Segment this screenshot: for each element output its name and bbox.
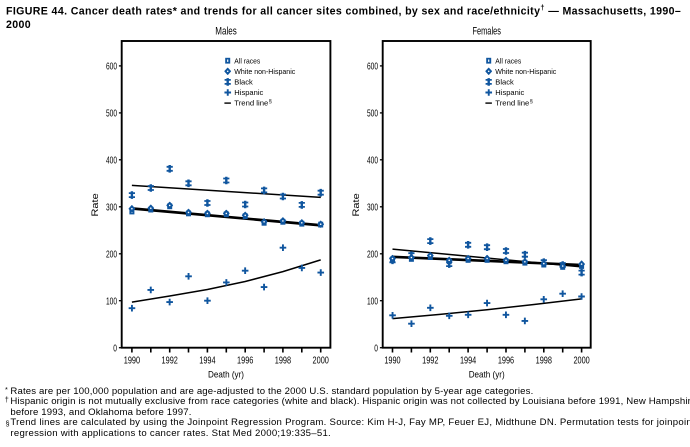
- svg-text:500: 500: [367, 109, 378, 120]
- svg-text:100: 100: [106, 297, 117, 308]
- svg-text:White non-Hispanic: White non-Hispanic: [234, 67, 295, 76]
- svg-text:Black: Black: [495, 78, 514, 87]
- svg-text:Hispanic: Hispanic: [234, 88, 263, 97]
- svg-text:Rate: Rate: [351, 193, 361, 216]
- svg-text:1994: 1994: [199, 355, 215, 366]
- svg-text:1994: 1994: [460, 355, 476, 366]
- svg-text:Rate: Rate: [90, 193, 100, 216]
- svg-text:1992: 1992: [422, 355, 438, 366]
- svg-text:All races: All races: [234, 56, 260, 65]
- svg-text:Hispanic: Hispanic: [495, 88, 524, 97]
- svg-text:400: 400: [367, 156, 378, 167]
- svg-text:White non-Hispanic: White non-Hispanic: [495, 67, 556, 76]
- svg-text:Males: Males: [215, 26, 237, 38]
- svg-text:§: §: [530, 99, 533, 105]
- svg-text:200: 200: [106, 250, 117, 261]
- svg-text:1992: 1992: [162, 355, 178, 366]
- svg-text:Death (yr): Death (yr): [208, 370, 244, 380]
- svg-text:1996: 1996: [237, 355, 253, 366]
- svg-text:1990: 1990: [384, 355, 400, 366]
- svg-text:600: 600: [106, 62, 117, 73]
- svg-text:Females: Females: [472, 26, 501, 38]
- svg-text:200: 200: [367, 250, 378, 261]
- svg-text:All races: All races: [495, 56, 521, 65]
- svg-text:1996: 1996: [498, 355, 514, 366]
- svg-text:0: 0: [374, 344, 378, 355]
- svg-text:600: 600: [367, 62, 378, 73]
- svg-text:§: §: [269, 99, 272, 105]
- svg-text:0: 0: [113, 344, 117, 355]
- svg-text:100: 100: [367, 297, 378, 308]
- svg-text:1990: 1990: [124, 355, 140, 366]
- svg-text:Black: Black: [234, 78, 253, 87]
- svg-text:300: 300: [367, 203, 378, 214]
- svg-text:400: 400: [106, 156, 117, 167]
- svg-text:1998: 1998: [536, 355, 552, 366]
- svg-text:2000: 2000: [573, 355, 589, 366]
- svg-text:Death (yr): Death (yr): [469, 370, 505, 380]
- svg-text:Trend line: Trend line: [495, 99, 529, 108]
- svg-text:Trend line: Trend line: [234, 99, 268, 108]
- svg-text:300: 300: [106, 203, 117, 214]
- svg-text:500: 500: [106, 109, 117, 120]
- svg-text:2000: 2000: [313, 355, 329, 366]
- svg-text:1998: 1998: [275, 355, 291, 366]
